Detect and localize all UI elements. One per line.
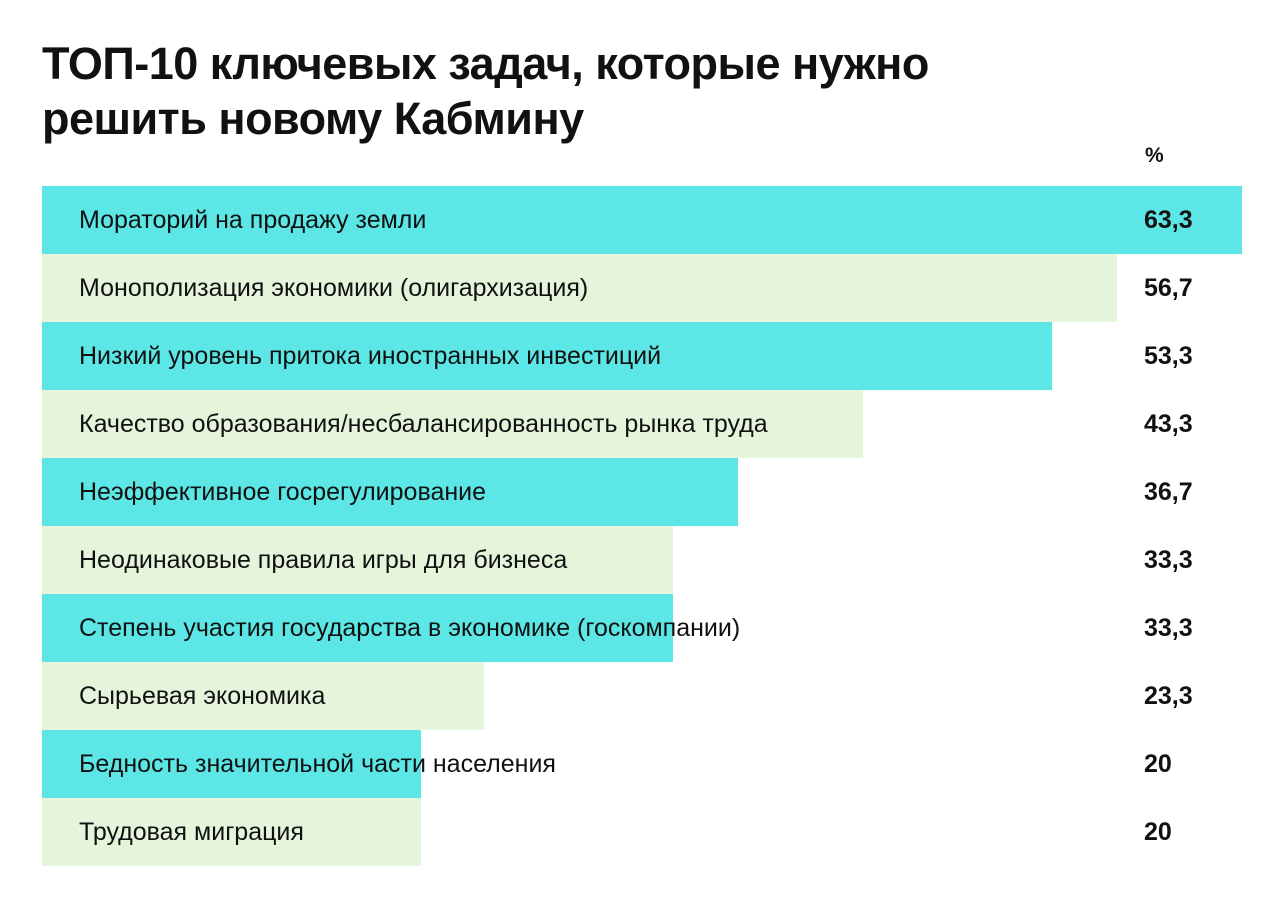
data-label: 53,3	[1144, 342, 1193, 370]
bar-row: Качество образования/несбалансированност…	[0, 390, 1280, 458]
bar	[42, 322, 1052, 390]
unit-label: %	[1145, 144, 1164, 167]
data-label: 43,3	[1144, 410, 1193, 438]
bar-chart: Мораторий на продажу земли 63,3 Монополиза…	[0, 186, 1280, 876]
chart-title: ТОП-10 ключевых задач, которые нужно реш…	[42, 38, 929, 144]
category-label: Неэффективное госрегулирование	[79, 478, 487, 506]
bar-row: Мораторий на продажу земли 63,3	[0, 186, 1280, 254]
bar-row: Бедность значительной части населения 20	[0, 730, 1280, 798]
bar-row: Монополизация экономики (олигархизация) 5…	[0, 254, 1280, 322]
bar	[42, 798, 421, 866]
bar	[42, 390, 863, 458]
data-label: 20	[1144, 750, 1172, 778]
category-label: Монополизация экономики (олигархизация)	[79, 274, 589, 302]
data-label: 20	[1144, 818, 1172, 846]
category-label: Степень участия государства в экономике …	[79, 614, 741, 642]
category-label: Бедность значительной части населения	[79, 750, 556, 778]
category-label: Неодинаковые правила игры для бизнеса	[79, 546, 568, 574]
data-label: 33,3	[1144, 614, 1193, 642]
category-label: Мораторий на продажу земли	[79, 206, 427, 234]
bar-row: Низкий уровень притока иностранных инвес…	[0, 322, 1280, 390]
data-label: 63,3	[1144, 206, 1193, 234]
category-label: Сырьевая экономика	[79, 682, 326, 710]
bar	[42, 662, 484, 730]
bar	[42, 526, 673, 594]
data-label: 33,3	[1144, 546, 1193, 574]
data-label: 23,3	[1144, 682, 1193, 710]
category-label: Низкий уровень притока иностранных инвес…	[79, 342, 662, 370]
bar-row: Степень участия государства в экономике …	[0, 594, 1280, 662]
data-label: 36,7	[1144, 478, 1193, 506]
category-label: Трудовая миграция	[79, 818, 304, 846]
bar	[42, 730, 421, 798]
bar-row: Сырьевая экономика 23,3	[0, 662, 1280, 730]
bar	[42, 254, 1117, 322]
bar	[42, 458, 738, 526]
bar-row: Неэффективное госрегулирование 36,7	[0, 458, 1280, 526]
category-label: Качество образования/несбалансированност…	[79, 410, 768, 438]
bar	[42, 186, 1242, 254]
bar-row: Неодинаковые правила игры для бизнеса 33,…	[0, 526, 1280, 594]
bar-row: Трудовая миграция 20	[0, 798, 1280, 866]
data-label: 56,7	[1144, 274, 1193, 302]
bar	[42, 594, 673, 662]
